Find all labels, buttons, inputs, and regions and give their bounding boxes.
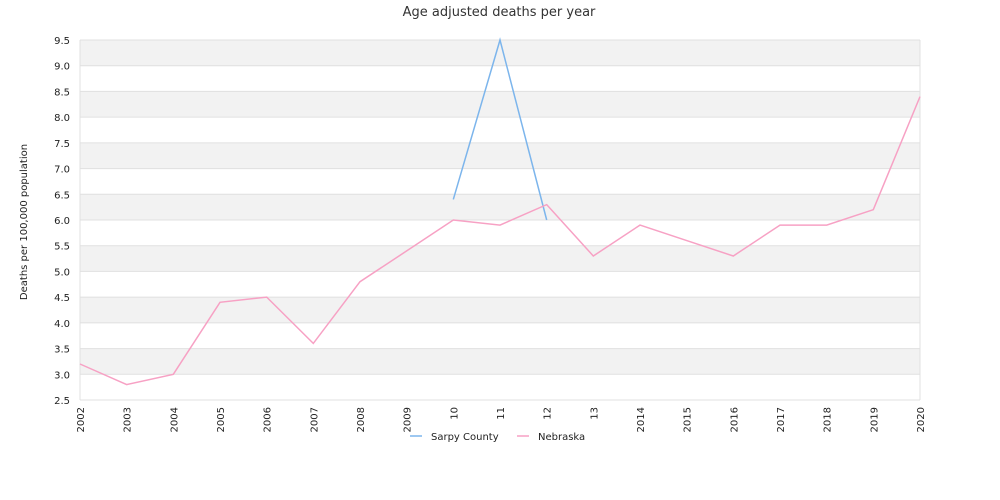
y-tick-label: 3.0 — [54, 370, 70, 381]
plot-band — [80, 220, 920, 246]
x-axis-ticks: 2002 2003 2004 2005 2006 2007 2008 2009 10 11 12 13… — [76, 407, 927, 432]
plot-band — [80, 271, 920, 298]
x-tick-label: 2008 — [356, 407, 367, 432]
y-axis-label: Deaths per 100,000 population — [19, 144, 30, 300]
y-tick-label: 6.5 — [54, 190, 70, 201]
legend: Sarpy County Nebraska — [410, 432, 585, 443]
gridlines — [79, 39, 921, 401]
legend-label: Sarpy County — [431, 432, 499, 443]
x-tick-label: 11 — [496, 407, 507, 420]
y-tick-label: 4.0 — [54, 319, 70, 330]
y-tick-label: 5.5 — [54, 242, 70, 253]
plot-band — [80, 142, 920, 169]
plot-band — [80, 374, 920, 400]
plot-bands — [80, 40, 920, 400]
x-tick-label: 2005 — [216, 407, 227, 432]
x-tick-label: 2003 — [123, 407, 134, 432]
y-tick-label: 4.5 — [54, 293, 70, 304]
x-tick-label: 2015 — [683, 407, 694, 432]
plot-band — [80, 297, 920, 323]
y-tick-label: 7.5 — [54, 139, 70, 150]
x-tick-label: 10 — [449, 407, 460, 420]
x-tick-label: 12 — [543, 407, 554, 420]
series-line-sarpy-county — [452, 37, 548, 221]
x-tick-label: 2004 — [169, 407, 180, 432]
y-tick-label: 8.5 — [54, 87, 70, 98]
x-tick-label: 2002 — [76, 407, 87, 432]
y-tick-label: 8.0 — [54, 113, 70, 124]
plot-band — [80, 91, 920, 118]
legend-label: Nebraska — [538, 432, 585, 443]
y-tick-label: 9.0 — [54, 62, 70, 73]
y-tick-label: 5.0 — [54, 267, 70, 278]
plot-band — [80, 168, 920, 195]
plot-band — [80, 117, 920, 143]
plot-band — [80, 40, 920, 66]
x-tick-label: 2014 — [636, 407, 647, 432]
x-tick-label: 2006 — [263, 407, 274, 432]
chart-title: Age adjusted deaths per year — [403, 5, 596, 20]
x-tick-label: 2018 — [823, 407, 834, 432]
plot-band — [80, 245, 920, 272]
y-tick-label: 6.0 — [54, 216, 70, 227]
plot-band — [80, 322, 920, 349]
plot-band — [80, 194, 920, 220]
x-tick-label: 2007 — [309, 407, 320, 432]
y-tick-label: 9.5 — [54, 36, 70, 47]
x-tick-label: 2016 — [729, 407, 740, 432]
x-tick-label: 2017 — [776, 407, 787, 432]
x-tick-label: 2019 — [869, 407, 880, 432]
x-tick-label: 13 — [589, 407, 600, 420]
y-tick-label: 2.5 — [54, 396, 70, 407]
x-tick-label: 2009 — [403, 407, 414, 432]
y-tick-label: 7.0 — [54, 165, 70, 176]
plot-band — [80, 65, 920, 92]
series-lines — [79, 37, 921, 386]
y-axis-ticks: 2.5 3.0 3.5 4.0 4.5 5.0 5.5 6.0 6.5 7.0 7.5 8.0 8.5 9… — [54, 36, 70, 407]
series-line-nebraska — [79, 96, 921, 386]
y-tick-label: 3.5 — [54, 345, 70, 356]
plot-band — [80, 348, 920, 375]
x-tick-label: 2020 — [916, 407, 927, 432]
